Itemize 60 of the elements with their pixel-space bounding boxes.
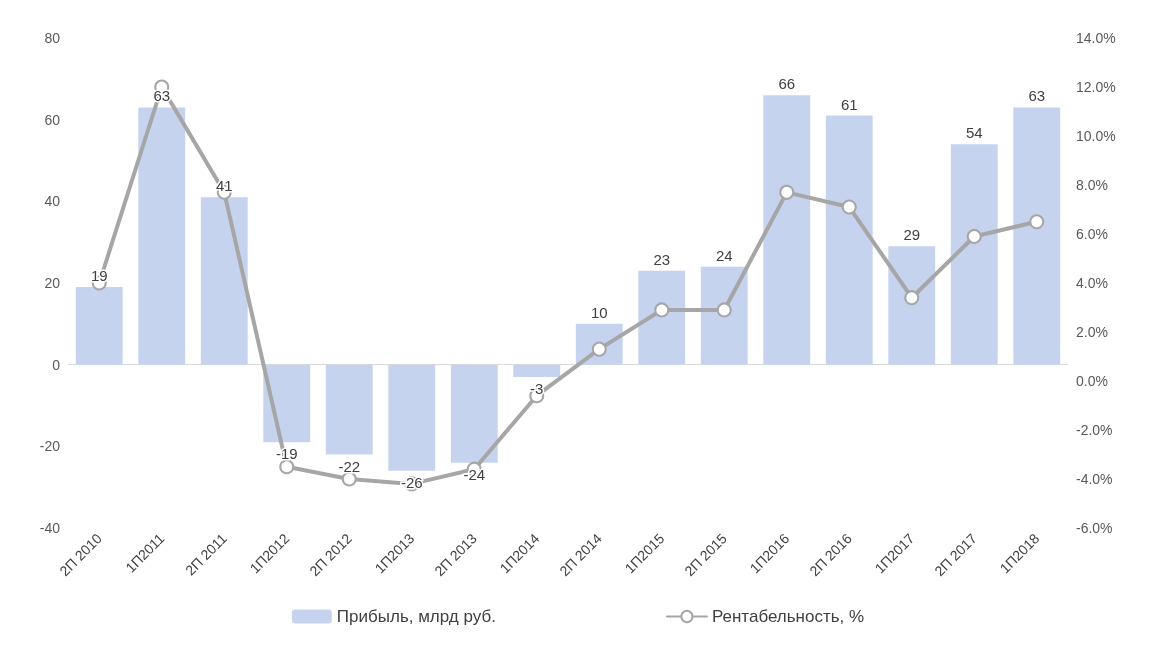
y2-tick-label: 2.0% xyxy=(1076,324,1108,340)
bar xyxy=(638,270,686,365)
bar xyxy=(1013,107,1061,365)
point xyxy=(779,184,795,200)
y-tick-label: 80 xyxy=(44,30,61,46)
point xyxy=(341,471,357,487)
data-label: 10 xyxy=(590,303,608,321)
y-tick-label: -40 xyxy=(39,520,61,536)
point xyxy=(1029,214,1045,230)
y2-tick-label: -6.0% xyxy=(1076,520,1113,536)
data-label: 19 xyxy=(90,267,108,285)
bar xyxy=(950,144,998,365)
bar xyxy=(450,364,498,463)
point xyxy=(654,302,670,318)
y2-tick-label: 0.0% xyxy=(1076,373,1108,389)
bar xyxy=(513,364,561,377)
data-label: 23 xyxy=(653,250,671,268)
point xyxy=(904,290,920,306)
data-label: 63 xyxy=(153,87,171,105)
bar xyxy=(263,364,311,443)
bar xyxy=(700,266,748,365)
y2-tick-label: 6.0% xyxy=(1076,226,1108,242)
y2-tick-label: -4.0% xyxy=(1076,471,1113,487)
data-label: 24 xyxy=(715,246,733,264)
bar xyxy=(138,107,186,365)
point xyxy=(716,302,732,318)
y2-tick-label: 14.0% xyxy=(1076,30,1116,46)
bar xyxy=(763,95,811,365)
point xyxy=(966,228,982,244)
data-label: -22 xyxy=(338,457,361,475)
data-label: 61 xyxy=(840,95,858,113)
y-tick-label: 0 xyxy=(52,356,61,373)
y2-tick-label: 4.0% xyxy=(1076,275,1108,291)
point xyxy=(279,459,295,475)
y2-tick-label: 12.0% xyxy=(1076,79,1116,95)
bar xyxy=(75,287,123,365)
bar xyxy=(888,246,936,365)
y-tick-label: -20 xyxy=(39,438,61,455)
bar xyxy=(388,364,436,471)
data-label: -26 xyxy=(400,473,423,491)
bar xyxy=(200,197,248,365)
point xyxy=(841,199,857,215)
data-label: -24 xyxy=(463,465,486,483)
data-label: 41 xyxy=(215,177,233,195)
data-label: -3 xyxy=(530,379,544,397)
y-tick-label: 20 xyxy=(44,275,61,291)
legend-label: Прибыль, млрд руб. xyxy=(336,607,496,626)
data-label: -19 xyxy=(275,445,298,463)
y2-tick-label: 10.0% xyxy=(1076,128,1116,144)
bar xyxy=(325,364,373,455)
data-label: 29 xyxy=(903,226,921,244)
y-tick-label: 60 xyxy=(44,111,61,128)
data-label: 66 xyxy=(778,75,796,93)
y2-tick-label: 8.0% xyxy=(1076,177,1108,193)
bar xyxy=(825,115,873,365)
data-label: 63 xyxy=(1028,87,1046,105)
legend-label: Рентабельность, % xyxy=(711,607,865,626)
y-tick-label: 40 xyxy=(44,193,61,210)
y2-tick-label: -2.0% xyxy=(1076,422,1113,438)
data-label: 54 xyxy=(965,124,983,142)
